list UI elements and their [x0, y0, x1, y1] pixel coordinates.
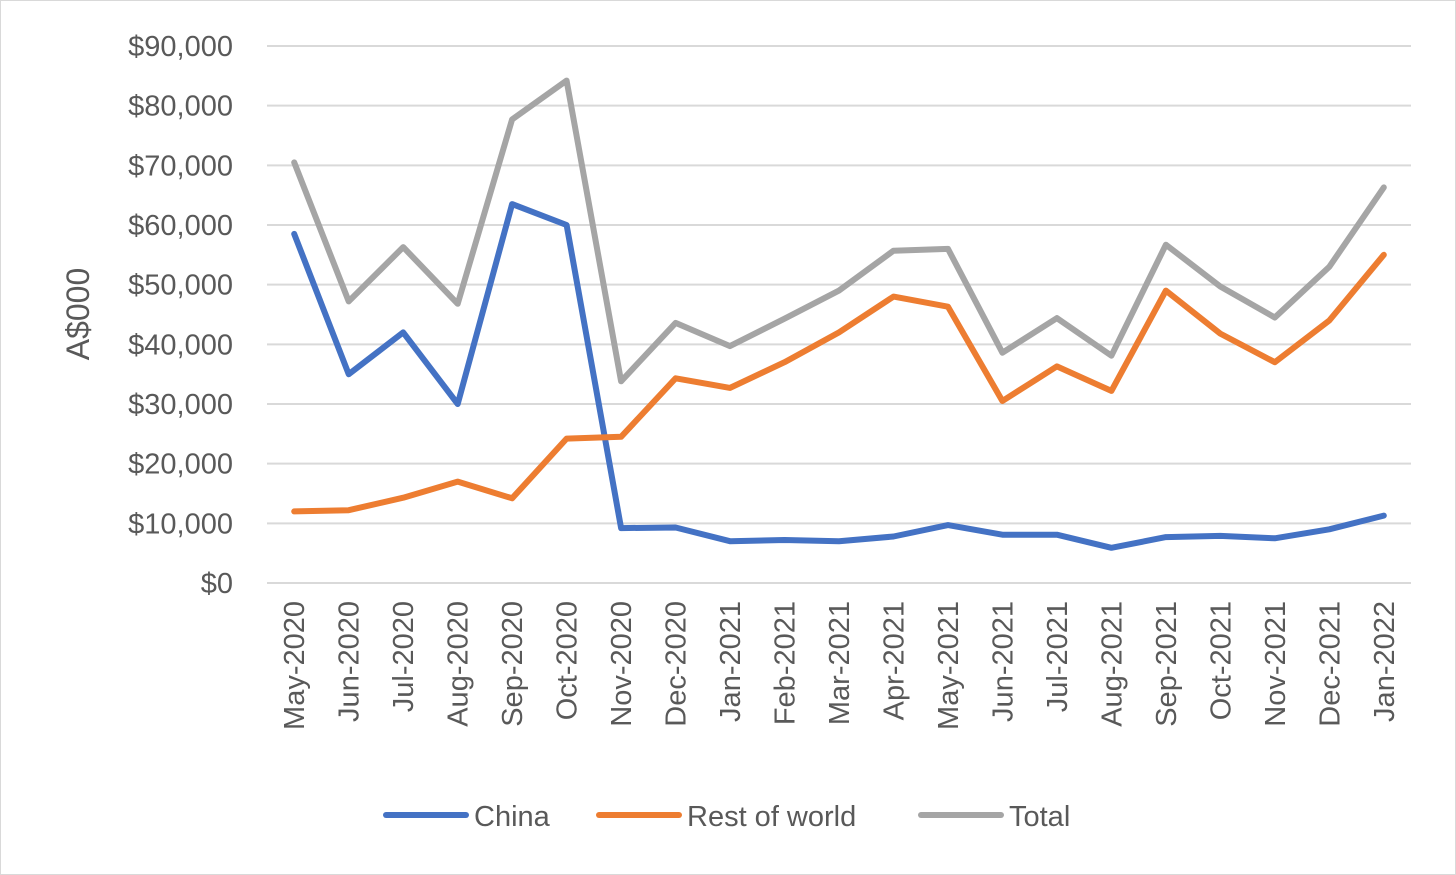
x-tick-label: Mar-2021 [824, 601, 856, 725]
y-tick-label: $80,000 [128, 91, 233, 123]
x-tick-label: Jan-2022 [1369, 601, 1401, 722]
x-tick-label: Jun-2021 [987, 601, 1019, 722]
x-tick-label: Sep-2021 [1151, 601, 1183, 727]
legend-label: China [474, 801, 551, 833]
x-tick-label: Dec-2020 [661, 601, 693, 727]
y-tick-label: $40,000 [128, 329, 233, 361]
x-tick-label: Jul-2021 [1042, 601, 1074, 712]
x-tick-label: Oct-2021 [1205, 601, 1237, 720]
y-axis-title: A$000 [60, 268, 96, 361]
x-tick-label: Dec-2021 [1314, 601, 1346, 727]
series-total [291, 77, 1387, 385]
y-tick-label: $50,000 [128, 270, 233, 302]
x-tick-label: Jul-2020 [388, 601, 420, 712]
y-tick-label: $60,000 [128, 210, 233, 242]
x-tick-label: Jun-2020 [334, 601, 366, 722]
series-china [291, 201, 1387, 551]
legend-item: Rest of world [596, 801, 856, 833]
legend-item: Total [918, 801, 1070, 833]
x-tick-label: Nov-2021 [1260, 601, 1292, 727]
x-axis-tick-labels: May-2020 Jun-2020 Jul-2020 Aug-2020 Sep-2020… [279, 601, 1401, 730]
series-lines [291, 77, 1387, 551]
y-tick-label: $10,000 [128, 508, 233, 540]
x-tick-label: Feb-2021 [770, 601, 802, 725]
series-rest-of-world [291, 251, 1387, 515]
y-tick-label: $30,000 [128, 389, 233, 421]
x-tick-label: Aug-2020 [443, 601, 475, 727]
x-tick-label: Apr-2021 [878, 601, 910, 720]
y-tick-label: $0 [201, 568, 233, 600]
x-tick-label: Oct-2020 [552, 601, 584, 720]
y-axis-tick-labels: $0 $10,000 $20,000 $30,000 $40,000 $50,000 $60… [128, 31, 233, 600]
x-tick-label: May-2021 [933, 601, 965, 730]
series-line [291, 201, 1387, 551]
x-tick-label: Nov-2020 [606, 601, 638, 727]
legend-item: China [383, 801, 551, 833]
x-tick-label: May-2020 [279, 601, 311, 730]
legend-label: Rest of world [687, 801, 856, 833]
x-tick-label: Jan-2021 [715, 601, 747, 722]
y-tick-label: $70,000 [128, 150, 233, 182]
legend-label: Total [1009, 801, 1070, 833]
x-tick-label: Sep-2020 [497, 601, 529, 727]
x-tick-label: Aug-2021 [1096, 601, 1128, 727]
legend: China Rest of world Total [383, 801, 1070, 833]
gridlines [267, 45, 1411, 584]
y-tick-label: $20,000 [128, 449, 233, 481]
y-tick-label: $90,000 [128, 31, 233, 63]
